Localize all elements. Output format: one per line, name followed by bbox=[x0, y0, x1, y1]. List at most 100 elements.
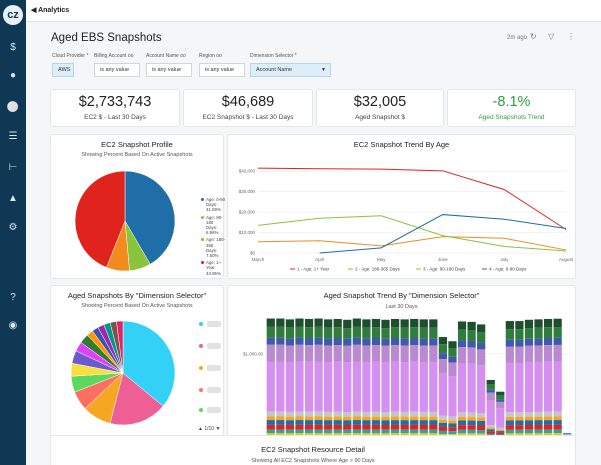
insights-bulb-icon[interactable]: ⚪ bbox=[6, 102, 20, 113]
legend-dot bbox=[199, 366, 203, 370]
bar-segment bbox=[467, 433, 476, 436]
bar-segment bbox=[505, 363, 514, 413]
reports-icon[interactable]: ☰ bbox=[8, 131, 18, 142]
bar-segment bbox=[496, 394, 505, 400]
bar-segment bbox=[457, 340, 467, 348]
filter-cloud-provider[interactable]: AWS bbox=[52, 63, 74, 77]
cloudzero-logo[interactable]: cz bbox=[3, 5, 23, 25]
filter-label-cloud-provider: Cloud Provider * bbox=[52, 53, 89, 59]
bar-segment bbox=[534, 429, 543, 434]
bar-segment bbox=[304, 361, 314, 412]
bar-segment bbox=[314, 337, 323, 345]
filter-label-region: Region oo bbox=[199, 53, 222, 59]
pie-slice bbox=[109, 372, 164, 426]
bar-segment bbox=[390, 433, 400, 436]
bar-segment bbox=[295, 420, 304, 425]
breadcrumb[interactable]: ◀ Analytics bbox=[31, 7, 70, 14]
bar-segment bbox=[515, 416, 524, 421]
settings-gear-icon[interactable]: ⚙ bbox=[8, 222, 18, 233]
more-menu-icon[interactable]: ⋮ bbox=[567, 32, 575, 41]
bar-segment bbox=[486, 379, 495, 385]
bar-segment bbox=[371, 416, 381, 421]
bar-segment bbox=[352, 416, 361, 421]
bar-segment bbox=[553, 433, 562, 436]
bar-segment bbox=[324, 338, 333, 346]
card-subtitle: Showing Percent Based On Active Snapshot… bbox=[81, 152, 193, 158]
dollar-icon[interactable]: $ bbox=[10, 42, 16, 53]
bar-segment bbox=[276, 344, 285, 362]
bar-segment bbox=[266, 344, 275, 362]
bar-segment bbox=[314, 411, 323, 417]
filter-billing-account[interactable]: is any value bbox=[94, 63, 140, 77]
card-dimension-pie: Aged Snapshots By "Dimension Selector" S… bbox=[50, 285, 224, 443]
user-avatar-icon[interactable]: ◉ bbox=[8, 320, 18, 331]
bar-segment bbox=[534, 416, 543, 421]
bar-segment bbox=[304, 318, 314, 328]
bar-segment bbox=[515, 429, 524, 434]
legend-pager[interactable]: ▲ 1/10 ▼ bbox=[198, 426, 221, 432]
units-icon[interactable]: ⊢ bbox=[8, 162, 18, 173]
bar-segment bbox=[438, 419, 448, 423]
legend-line: Days: 7.50% bbox=[206, 247, 219, 259]
filter-dimension-selector[interactable]: Account Name ▼ bbox=[250, 63, 331, 77]
bar-segment bbox=[543, 337, 553, 346]
bar-segment bbox=[314, 344, 323, 362]
bar-segment bbox=[534, 345, 543, 363]
bar-segment bbox=[362, 338, 371, 346]
bar-segment bbox=[295, 361, 304, 412]
bar-segment bbox=[304, 420, 314, 425]
bar-segment bbox=[477, 417, 486, 421]
bar-segment bbox=[467, 425, 476, 430]
profile-pie-chart bbox=[74, 170, 176, 272]
bar-segment bbox=[534, 420, 543, 425]
bar-segment bbox=[314, 326, 323, 338]
bar-segment bbox=[285, 433, 295, 436]
bar-segment bbox=[295, 318, 304, 327]
bar-segment bbox=[400, 424, 409, 430]
bar-segment bbox=[352, 429, 361, 434]
bar-segment bbox=[276, 337, 285, 345]
bar-segment bbox=[266, 326, 275, 338]
bar-segment bbox=[295, 337, 304, 345]
x-tick-label: May bbox=[377, 257, 386, 262]
filter-icon[interactable]: ▽ bbox=[548, 32, 555, 41]
alerts-bell-icon[interactable]: ▲ bbox=[8, 193, 18, 204]
bar-segment bbox=[496, 431, 505, 433]
bar-segment bbox=[543, 318, 553, 328]
kpi-ec2-cost: $2,733,743 EC2 $ - Last 30 Days bbox=[50, 89, 180, 127]
bar-segment bbox=[352, 318, 361, 327]
bar-segment bbox=[505, 339, 514, 347]
bar-segment bbox=[381, 345, 390, 363]
bar-segment bbox=[505, 425, 514, 430]
bar-segment bbox=[352, 433, 361, 436]
bar-segment bbox=[505, 429, 514, 434]
bar-segment bbox=[438, 359, 448, 374]
chevron-down-icon: ▼ bbox=[321, 67, 326, 73]
bar-segment bbox=[419, 416, 428, 421]
bar-segment bbox=[563, 434, 572, 435]
bar-segment bbox=[448, 362, 457, 377]
bar-segment bbox=[438, 373, 448, 416]
bar-segment bbox=[362, 420, 371, 425]
bar-segment bbox=[362, 416, 371, 421]
cost-icon[interactable]: ● bbox=[9, 70, 17, 81]
filter-region[interactable]: is any value bbox=[199, 63, 245, 77]
filter-account-name[interactable]: is any value bbox=[146, 63, 192, 77]
bar-segment bbox=[486, 389, 495, 393]
bar-segment bbox=[285, 319, 295, 328]
bar-segment bbox=[333, 345, 342, 362]
bar-segment bbox=[324, 429, 333, 434]
refresh-icon[interactable]: ↻ bbox=[530, 32, 537, 41]
bar-segment bbox=[505, 329, 514, 340]
bar-segment bbox=[429, 429, 438, 434]
bar-segment bbox=[276, 424, 285, 430]
bar-segment bbox=[515, 346, 524, 364]
help-icon[interactable]: ? bbox=[10, 292, 16, 303]
legend-line: 43.95% bbox=[206, 270, 221, 276]
bar-segment bbox=[543, 433, 553, 436]
bar-segment bbox=[400, 338, 409, 346]
bar-segment bbox=[324, 345, 333, 363]
bar-segment bbox=[429, 433, 438, 436]
bar-segment bbox=[448, 427, 457, 432]
x-tick-label: April bbox=[315, 257, 324, 262]
